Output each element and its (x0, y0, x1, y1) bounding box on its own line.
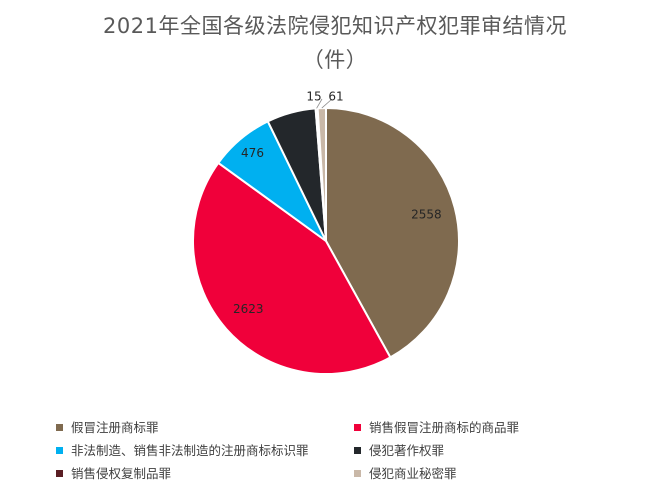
data-label-1: 2558 (411, 208, 442, 222)
legend-item-6: 侵犯商业秘密罪 (354, 464, 457, 484)
legend-label: 非法制造、销售非法制造的注册商标标识罪 (71, 443, 309, 458)
data-label-2: 2623 (233, 302, 264, 316)
legend-swatch (354, 424, 361, 431)
legend-item-5: 销售侵权复制品罪 (56, 464, 171, 484)
pie-slice-2 (192, 161, 392, 376)
data-label-3: 476 (241, 146, 264, 160)
legend-label: 侵犯商业秘密罪 (369, 466, 457, 481)
legend-swatch (354, 447, 361, 454)
legend-item-2: 销售假冒注册商标的商品罪 (354, 418, 519, 438)
legend-item-3: 非法制造、销售非法制造的注册商标标识罪 (56, 441, 309, 461)
legend-swatch (354, 470, 361, 477)
legend-label: 假冒注册商标罪 (71, 420, 159, 435)
chart-title: 2021年全国各级法院侵犯知识产权犯罪审结情况 (103, 14, 567, 38)
leader-line-6 (321, 98, 333, 109)
data-label-5: 15 (306, 90, 321, 104)
data-label-6: 61 (328, 90, 343, 104)
pie-slice-1 (325, 106, 461, 359)
leader-line-5 (316, 98, 323, 109)
legend-swatch (56, 424, 63, 431)
chart-title-unit: （件） (302, 48, 368, 72)
legend-label: 销售假冒注册商标的商品罪 (369, 420, 520, 435)
legend-label: 侵犯著作权罪 (369, 443, 445, 458)
legend-label: 销售侵权复制品罪 (71, 466, 172, 481)
legend-swatch (56, 447, 63, 454)
legend-swatch (56, 470, 63, 477)
legend-item-4: 侵犯著作权罪 (354, 441, 444, 461)
legend-item-1: 假冒注册商标罪 (56, 418, 159, 438)
